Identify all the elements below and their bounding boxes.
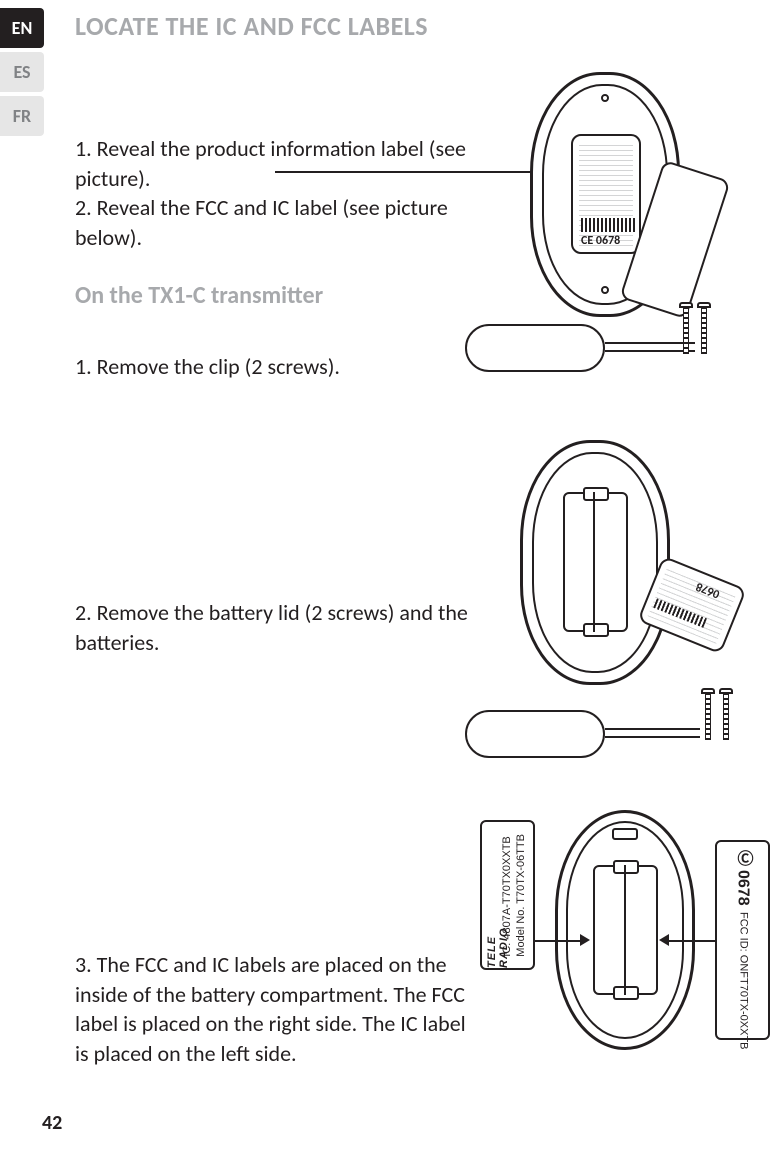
lang-tab-en[interactable]: EN bbox=[0, 8, 44, 48]
step-2-text: 2. Remove the battery lid (2 screws) and… bbox=[75, 598, 475, 657]
ce-number-3: 0678 bbox=[733, 870, 753, 906]
fcc-label-text: FCC ID: ONFT70TX-0XXTB bbox=[736, 912, 750, 1050]
page-number: 42 bbox=[42, 1111, 62, 1135]
step-3-text: 3. The FCC and IC labels are placed on t… bbox=[75, 950, 475, 1069]
intro-line-2: 2. Reveal the FCC and IC label (see pict… bbox=[75, 194, 448, 251]
lang-tab-fr[interactable]: FR bbox=[0, 96, 44, 136]
figure-2: 0678 bbox=[505, 440, 760, 780]
ce-number-1: 0678 bbox=[596, 234, 620, 248]
ic-label-text: IC: 4807A-T70TX0XXTB Model No. T70TX-06T… bbox=[501, 834, 529, 957]
language-tabs: EN ES FR bbox=[0, 8, 44, 136]
figure-1: CE 0678 bbox=[475, 72, 760, 382]
figure-3: TELE RADIO IC: 4807A-T70TX0XXTB Model No… bbox=[480, 810, 770, 1130]
lang-tab-es[interactable]: ES bbox=[0, 52, 44, 92]
intro-text: 1. Reveal the product information label … bbox=[75, 134, 475, 253]
page-title: LOCATE THE IC AND FCC LABELS bbox=[75, 10, 695, 42]
